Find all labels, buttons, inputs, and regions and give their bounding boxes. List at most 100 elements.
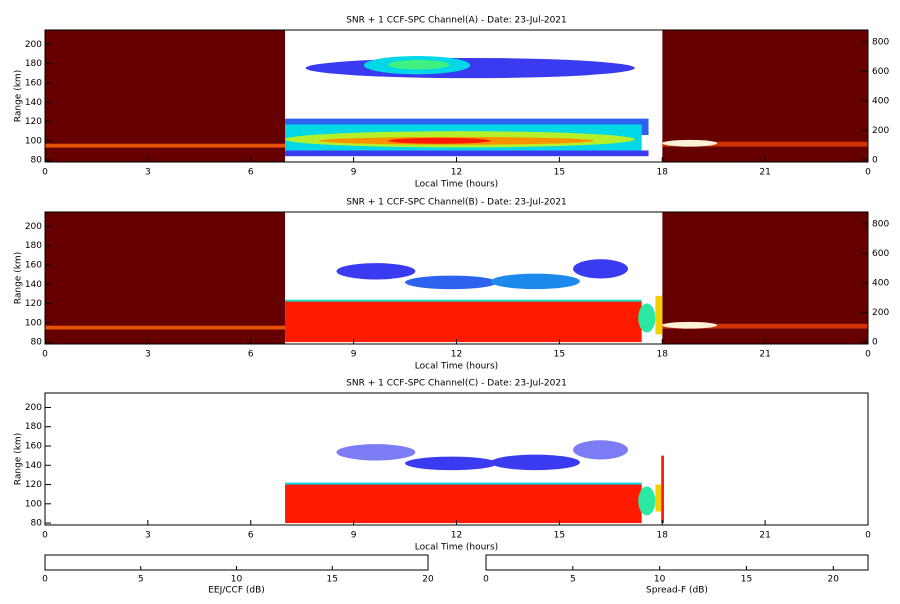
y-tick-label: 120: [25, 299, 42, 309]
colorbar-tick-label: 0: [483, 575, 489, 585]
colorbar-tick-label: 20: [422, 575, 434, 585]
colorbar-tick-label: 10: [654, 575, 666, 585]
x-tick-label: 15: [554, 531, 565, 541]
plot-area: [45, 30, 868, 162]
y-tick-label: 120: [25, 117, 42, 127]
y-tick-label: 80: [31, 519, 43, 529]
y-tick-label: 100: [25, 318, 42, 328]
x-tick-label: 15: [554, 168, 565, 178]
intensity-region: [661, 455, 664, 524]
intensity-region: [285, 299, 642, 303]
y2-tick-label: 200: [872, 308, 889, 318]
intensity-region: [336, 263, 416, 280]
y-tick-label: 160: [25, 441, 42, 451]
x-tick-label: 3: [145, 350, 151, 360]
y-axis-label: Range (km): [14, 70, 24, 122]
y-tick-label: 160: [25, 78, 42, 88]
intensity-region: [662, 139, 718, 147]
panel-title: SNR + 1 CCF-SPC Channel(B) - Date: 23-Ju…: [346, 198, 567, 208]
colorbar-tick-label: 5: [570, 575, 576, 585]
y-tick-label: 120: [25, 480, 42, 490]
y2-tick-label: 800: [872, 219, 889, 229]
x-tick-label: 9: [351, 350, 357, 360]
x-tick-label: 9: [351, 168, 357, 178]
x-tick-label: 3: [145, 531, 151, 541]
colorbar-tick-label: 15: [741, 575, 752, 585]
intensity-region: [45, 30, 286, 162]
colorbar-tick-label: 5: [138, 575, 144, 585]
y-tick-label: 80: [31, 338, 43, 348]
x-tick-label: 12: [451, 168, 462, 178]
intensity-region: [45, 143, 286, 148]
y-tick-label: 200: [25, 40, 42, 50]
colorbar-tick-label: 15: [327, 575, 338, 585]
y2-tick-label: 0: [872, 155, 878, 165]
y-tick-label: 180: [25, 59, 42, 69]
x-tick-label: 3: [145, 168, 151, 178]
x-tick-label: 0: [42, 531, 48, 541]
x-tick-label: 12: [451, 531, 462, 541]
plot-area: [45, 212, 868, 344]
x-tick-label: 6: [248, 168, 254, 178]
y2-tick-label: 0: [872, 337, 878, 347]
x-tick-label: 15: [554, 350, 565, 360]
intensity-region: [638, 486, 656, 516]
x-tick-label: 0: [42, 350, 48, 360]
colorbar-tick-label: 20: [828, 575, 840, 585]
intensity-region: [336, 444, 416, 461]
y-tick-label: 140: [25, 461, 42, 471]
x-tick-label: 18: [657, 350, 669, 360]
y2-tick-label: 600: [872, 249, 889, 259]
y-axis-label: Range (km): [14, 252, 24, 304]
intensity-region: [662, 141, 868, 147]
y2-tick-label: 800: [872, 37, 889, 47]
y-tick-label: 160: [25, 260, 42, 270]
intensity-region: [655, 484, 663, 512]
x-axis-label: Local Time (hours): [415, 180, 498, 190]
y2-tick-label: 200: [872, 126, 889, 136]
intensity-region: [405, 275, 498, 290]
y2-tick-label: 400: [872, 278, 889, 288]
intensity-region: [45, 325, 286, 330]
colorbar: [485, 554, 869, 571]
y-tick-label: 200: [25, 222, 42, 232]
y-tick-label: 200: [25, 403, 42, 413]
x-tick-label: 18: [657, 531, 669, 541]
intensity-region: [405, 456, 498, 471]
x-axis-label: Local Time (hours): [415, 362, 498, 372]
intensity-region: [638, 303, 656, 333]
x-tick-label: 12: [451, 350, 462, 360]
y2-tick-label: 400: [872, 96, 889, 106]
intensity-region: [387, 59, 450, 70]
intensity-region: [285, 301, 642, 343]
y-tick-label: 100: [25, 499, 42, 509]
intensity-region: [387, 137, 491, 144]
y2-tick-label: 600: [872, 67, 889, 77]
intensity-region: [662, 323, 868, 329]
y-tick-label: 80: [31, 156, 43, 166]
x-tick-label: 9: [351, 531, 357, 541]
colorbar-tick-label: 0: [42, 575, 48, 585]
intensity-region: [490, 454, 580, 471]
intensity-region: [285, 482, 642, 486]
plot-area: [285, 440, 664, 524]
x-tick-label: 18: [657, 168, 669, 178]
intensity-region: [662, 321, 718, 329]
panel-title: SNR + 1 CCF-SPC Channel(C) - Date: 23-Ju…: [346, 379, 567, 389]
x-tick-label: 0: [865, 531, 871, 541]
x-tick-label: 21: [759, 531, 770, 541]
y-axis-label: Range (km): [14, 433, 24, 485]
x-tick-label: 0: [865, 350, 871, 360]
x-tick-label: 6: [248, 350, 254, 360]
x-tick-label: 21: [759, 350, 770, 360]
colorbar-tick-label: 10: [231, 575, 243, 585]
y-tick-label: 180: [25, 241, 42, 251]
colorbar-label: EEJ/CCF (dB): [208, 586, 265, 596]
x-axis-label: Local Time (hours): [415, 543, 498, 553]
x-tick-label: 0: [865, 168, 871, 178]
intensity-region: [655, 295, 663, 335]
intensity-region: [305, 57, 635, 79]
intensity-region: [285, 484, 642, 524]
colorbar-label: Spread-F (dB): [646, 586, 708, 596]
y-tick-label: 140: [25, 280, 42, 290]
